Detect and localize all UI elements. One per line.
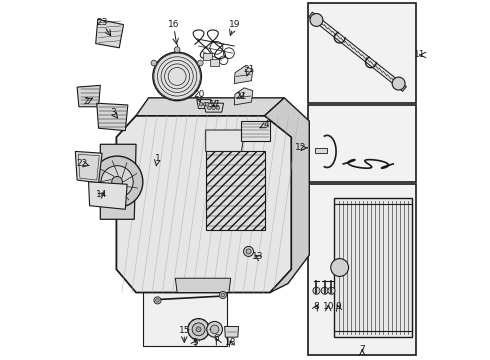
Text: 8: 8 (314, 302, 319, 311)
Circle shape (207, 106, 211, 110)
Circle shape (331, 258, 348, 276)
Text: 22: 22 (77, 159, 88, 168)
Polygon shape (197, 100, 211, 109)
Circle shape (244, 247, 253, 256)
Circle shape (392, 77, 405, 90)
Circle shape (153, 52, 201, 101)
Text: 1: 1 (155, 154, 160, 163)
Text: 6: 6 (214, 334, 220, 343)
Polygon shape (75, 152, 102, 183)
Text: 23: 23 (97, 18, 108, 27)
Polygon shape (77, 85, 100, 107)
Text: 19: 19 (228, 20, 240, 29)
Polygon shape (97, 103, 128, 131)
Circle shape (151, 60, 157, 66)
Polygon shape (206, 130, 245, 152)
Polygon shape (117, 116, 292, 293)
Polygon shape (100, 144, 136, 219)
Circle shape (92, 156, 143, 207)
Circle shape (196, 327, 201, 332)
Text: 7: 7 (359, 345, 365, 354)
Polygon shape (315, 148, 327, 153)
Circle shape (112, 176, 122, 187)
Circle shape (210, 325, 219, 334)
Text: 2: 2 (83, 97, 89, 106)
Polygon shape (206, 152, 265, 230)
Circle shape (310, 14, 323, 26)
Bar (308, 105, 416, 182)
Bar (334, 198, 412, 337)
Text: 5: 5 (192, 338, 198, 347)
Text: 12: 12 (294, 143, 306, 152)
Text: 15: 15 (178, 325, 190, 334)
Polygon shape (234, 88, 253, 105)
Circle shape (313, 287, 320, 294)
Polygon shape (234, 66, 253, 84)
Circle shape (328, 287, 335, 294)
Circle shape (220, 292, 226, 298)
Circle shape (174, 47, 180, 53)
Bar (143, 284, 227, 346)
Text: 18: 18 (225, 338, 237, 347)
Text: 9: 9 (335, 302, 341, 311)
Polygon shape (210, 59, 219, 66)
Text: 16: 16 (168, 20, 179, 29)
Text: 13: 13 (252, 252, 263, 261)
Circle shape (197, 60, 203, 66)
Circle shape (188, 319, 209, 340)
Text: 20: 20 (193, 90, 204, 99)
Text: 3: 3 (110, 108, 116, 117)
Polygon shape (242, 121, 270, 141)
Circle shape (203, 103, 207, 106)
Circle shape (321, 287, 328, 294)
Circle shape (154, 297, 161, 304)
Text: 14: 14 (97, 190, 108, 199)
Circle shape (199, 103, 203, 106)
Text: 21: 21 (236, 91, 247, 100)
Bar (308, 184, 416, 355)
Text: 21: 21 (243, 65, 254, 74)
Text: 11: 11 (414, 50, 425, 59)
Circle shape (216, 106, 220, 110)
Polygon shape (224, 327, 239, 337)
Circle shape (205, 103, 209, 106)
Circle shape (192, 323, 205, 336)
Polygon shape (136, 98, 284, 116)
Circle shape (156, 298, 159, 302)
Polygon shape (96, 19, 123, 48)
Circle shape (212, 106, 215, 110)
Polygon shape (204, 103, 223, 112)
Text: 17: 17 (209, 100, 221, 109)
Polygon shape (175, 278, 231, 293)
Circle shape (101, 166, 133, 198)
Circle shape (246, 249, 251, 254)
Polygon shape (89, 182, 127, 209)
Polygon shape (265, 98, 309, 293)
Polygon shape (203, 53, 212, 60)
Circle shape (221, 293, 224, 297)
Circle shape (207, 321, 222, 337)
Text: 10: 10 (322, 302, 334, 311)
Bar (308, 3, 416, 103)
Text: 4: 4 (264, 120, 269, 129)
